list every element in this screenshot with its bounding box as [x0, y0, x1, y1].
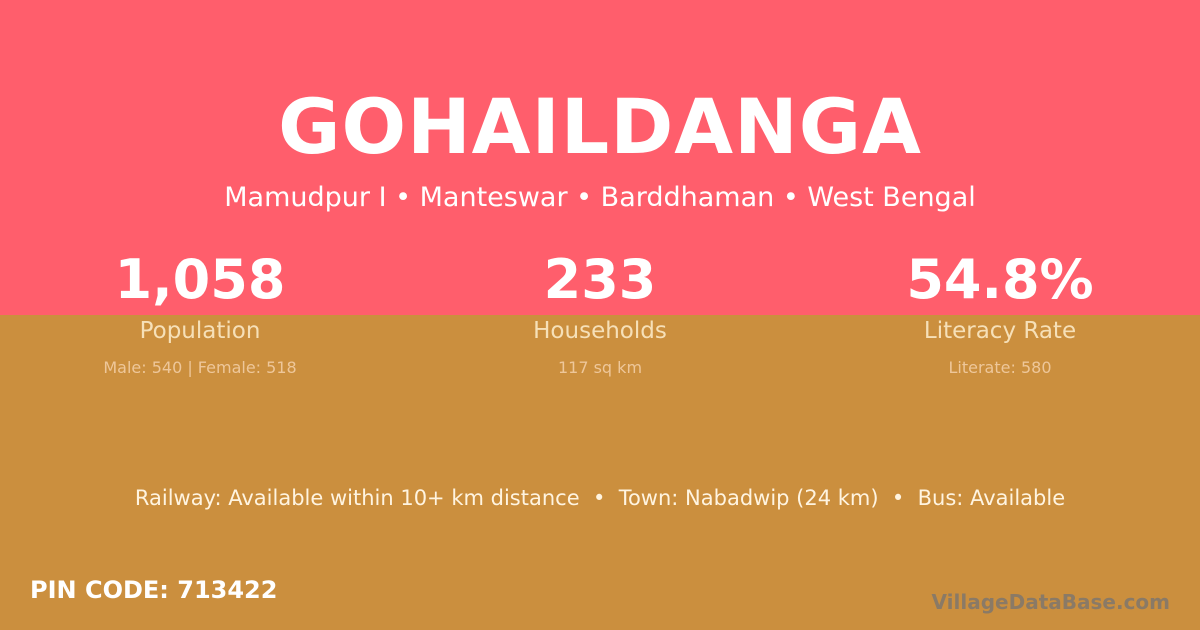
- watermark: VillageDataBase.com: [931, 590, 1170, 614]
- stat-label: Population: [139, 318, 261, 344]
- stat-label: Literacy Rate: [923, 318, 1077, 344]
- connectivity-info: Railway: Available within 10+ km distanc…: [134, 486, 1066, 510]
- stat-value: 54.8%: [906, 248, 1094, 311]
- stat-detail: Literate: 580: [948, 358, 1052, 377]
- stat-value: 1,058: [114, 248, 286, 311]
- stat-population: 1,058 Population Male: 540 | Female: 518: [0, 248, 400, 378]
- location-breadcrumb: Mamudpur I • Manteswar • Barddhaman • We…: [224, 182, 976, 213]
- stat-label: Households: [533, 318, 667, 344]
- pin-code: PIN CODE: 713422: [30, 576, 278, 604]
- stat-value: 233: [543, 248, 657, 311]
- stat-literacy: 54.8% Literacy Rate Literate: 580: [800, 248, 1200, 378]
- header-band: [0, 0, 1200, 315]
- village-title: GOHAILDANGA: [278, 82, 922, 171]
- stat-households: 233 Households 117 sq km: [400, 248, 800, 378]
- stat-detail: Male: 540 | Female: 518: [103, 358, 297, 377]
- stat-detail: 117 sq km: [557, 358, 643, 377]
